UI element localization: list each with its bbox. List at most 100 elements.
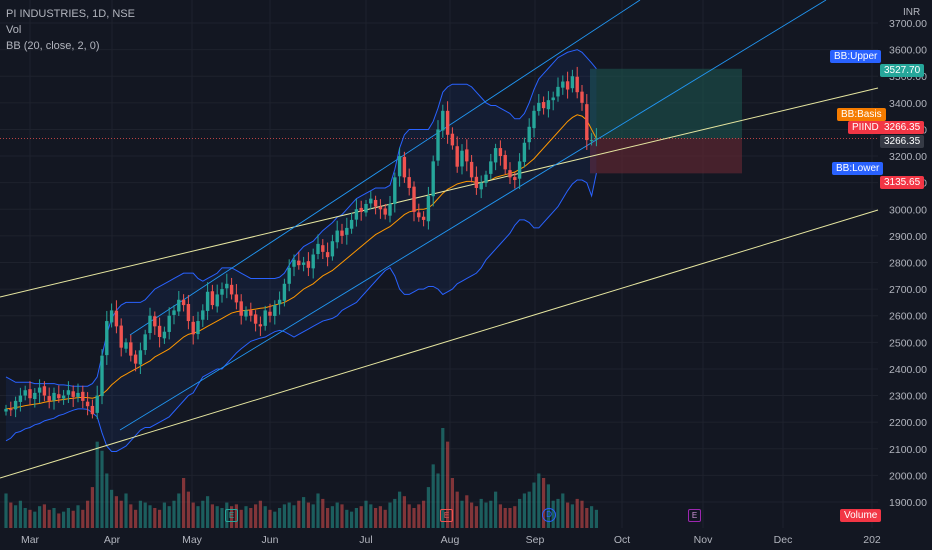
volume-bar (364, 500, 368, 528)
volume-bar (172, 500, 176, 528)
candle-body (153, 316, 157, 327)
candle-body (546, 100, 551, 110)
candle-body (239, 301, 243, 316)
volume-bar (455, 491, 459, 528)
volume-bar (321, 498, 325, 528)
volume-bar (508, 508, 512, 528)
volume-bar (470, 502, 474, 528)
candle-body (431, 161, 435, 197)
bb-upper-tag: BB:Upper (830, 50, 882, 63)
candle-body (201, 310, 205, 320)
candle-body (81, 391, 85, 401)
candle-body (369, 198, 373, 204)
volume-bar (407, 504, 411, 528)
volume-bar (546, 484, 550, 528)
candle-body (191, 321, 195, 335)
volume-bar (556, 498, 560, 528)
volume-bar (76, 505, 80, 528)
candle-body (172, 310, 176, 315)
volume-bar (484, 502, 488, 528)
bb-basis-tag: BB:Basis (837, 108, 886, 121)
price-tick-label: 2500.00 (889, 337, 927, 349)
volume-bar (57, 513, 61, 528)
volume-bar (575, 498, 579, 528)
candle-body (407, 177, 411, 188)
price-tick-label: 2900.00 (889, 231, 927, 243)
volume-bar (359, 506, 363, 528)
symbol-title[interactable]: PI INDUSTRIES, 1D, NSE (6, 8, 135, 20)
candle-body (532, 110, 536, 129)
volume-bar (441, 428, 445, 528)
price-tick-label: 1900.00 (889, 497, 927, 509)
candle-body (580, 91, 584, 103)
volume-bar (326, 508, 330, 528)
dividend-marker[interactable]: D (542, 508, 556, 522)
volume-bar (220, 508, 224, 528)
candle-body (162, 331, 167, 339)
volume-bar (38, 506, 42, 528)
candle-body (359, 207, 363, 212)
volume-bar (292, 505, 296, 528)
candle-body (330, 241, 335, 257)
candle-body (575, 76, 579, 93)
volume-bar (585, 508, 589, 528)
volume-bar (148, 505, 152, 528)
volume-bar (105, 473, 109, 528)
volume-bar (153, 508, 157, 528)
candle-body (181, 299, 186, 306)
volume-bar (494, 491, 498, 528)
volume-bar (354, 508, 358, 528)
channel-upper-line (129, 0, 641, 336)
volume-bar (278, 508, 282, 528)
bollinger-indicator-label[interactable]: BB (20, close, 2, 0) (6, 40, 100, 52)
time-axis[interactable]: Mar Apr May Jun Jul Aug Sep Oct Nov Dec 202 (21, 534, 881, 546)
candle-body (177, 299, 181, 312)
candle-body (460, 150, 464, 167)
price-tick-label: 2600.00 (889, 311, 927, 323)
candle-body (489, 161, 493, 174)
candle-body (57, 394, 61, 399)
volume-bar (561, 493, 565, 528)
candle-body (321, 245, 325, 252)
volume-bar (302, 497, 306, 528)
candle-body (378, 206, 383, 210)
volume-bar (522, 493, 526, 528)
candle-body (349, 219, 354, 229)
candle-body (503, 154, 507, 170)
upper-trendline (0, 87, 879, 298)
target-zone (590, 68, 742, 139)
volume-bar (47, 509, 51, 528)
volume-bar (398, 491, 402, 528)
volume-bar (124, 493, 128, 528)
volume-bar (402, 496, 406, 528)
candle-body (417, 212, 421, 218)
candle-body (23, 390, 27, 396)
volume-bar (95, 441, 99, 528)
candle-body (215, 294, 219, 307)
volume-indicator-label[interactable]: Vol (6, 24, 22, 36)
price-tick-label: 2100.00 (889, 444, 927, 456)
candle-body (148, 315, 152, 334)
candle-body (436, 129, 440, 161)
volume-bar (369, 504, 373, 528)
candle-body (18, 395, 23, 402)
volume-bar (263, 506, 267, 528)
candle-body (273, 305, 277, 316)
upcoming-earnings-marker[interactable]: E (688, 509, 701, 522)
price-tick-label: 2400.00 (889, 364, 927, 376)
volume-bar (340, 504, 344, 528)
candle-body (47, 396, 51, 401)
volume-bar (71, 510, 75, 528)
volume-bar (119, 500, 123, 528)
volume-bar (287, 502, 291, 528)
candle-body (90, 405, 95, 415)
candle-body (244, 310, 248, 317)
candle-body (100, 355, 104, 397)
earnings-marker[interactable]: E (440, 509, 453, 522)
earnings-marker[interactable]: E (225, 509, 238, 522)
price-axis[interactable]: 1900.00 2000.00 2100.00 2200.00 2300.00 2400.… (889, 18, 927, 509)
volume-bar (436, 473, 440, 528)
candle-body (469, 161, 474, 178)
time-tick-label: Mar (21, 534, 40, 546)
